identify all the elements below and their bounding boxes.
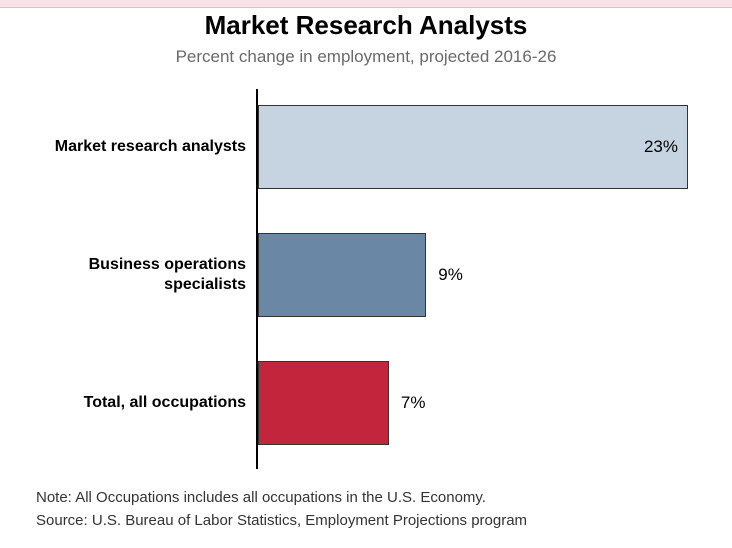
chart-source: Source: U.S. Bureau of Labor Statistics,… xyxy=(36,510,696,533)
value-label: 9% xyxy=(438,265,463,285)
chart-subtitle: Percent change in employment, projected … xyxy=(36,47,696,67)
bar-row: Total, all occupations 7% xyxy=(36,353,696,453)
category-label: Business operations specialists xyxy=(36,255,246,295)
bar xyxy=(258,105,688,189)
bars-layer: Market research analysts 23% Business oper… xyxy=(36,89,696,469)
bar xyxy=(258,233,426,317)
chart-notes: Note: All Occupations includes all occup… xyxy=(36,487,696,532)
category-label: Market research analysts xyxy=(36,137,246,157)
chart-note: Note: All Occupations includes all occup… xyxy=(36,487,696,510)
bar-row: Business operations specialists 9% xyxy=(36,225,696,325)
chart-plot-area: Market research analysts 23% Business oper… xyxy=(36,89,696,469)
bar-row: Market research analysts 23% xyxy=(36,97,696,197)
value-label: 23% xyxy=(644,137,678,157)
top-accent-bar xyxy=(0,0,732,8)
chart-container: Market Research Analysts Percent change … xyxy=(0,10,732,532)
bar xyxy=(258,361,389,445)
chart-title: Market Research Analysts xyxy=(36,10,696,41)
category-label: Total, all occupations xyxy=(36,393,246,413)
value-label: 7% xyxy=(401,393,426,413)
